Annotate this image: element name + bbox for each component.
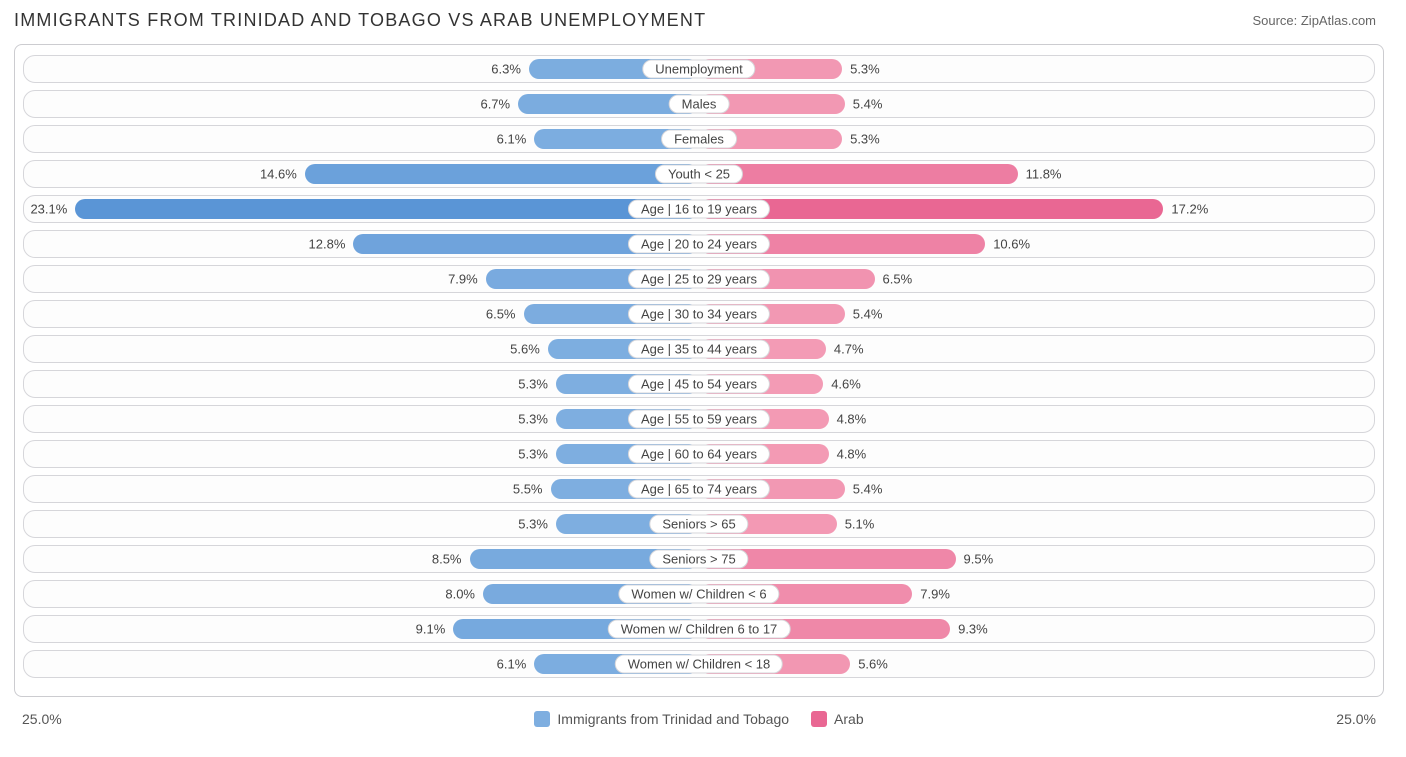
category-label: Unemployment	[642, 60, 755, 79]
chart-source: Source: ZipAtlas.com	[1252, 13, 1376, 28]
category-label: Women w/ Children 6 to 17	[608, 620, 791, 639]
chart-row: 6.7% 5.4% Males	[23, 90, 1375, 118]
axis-max-right: 25.0%	[1336, 711, 1376, 727]
category-label: Males	[669, 95, 730, 114]
legend: Immigrants from Trinidad and Tobago Arab	[534, 711, 863, 727]
chart-row: 5.3% 4.8% Age | 60 to 64 years	[23, 440, 1375, 468]
legend-swatch-left	[534, 711, 550, 727]
value-right: 5.3%	[850, 62, 880, 77]
category-label: Age | 55 to 59 years	[628, 410, 770, 429]
category-label: Age | 30 to 34 years	[628, 305, 770, 324]
legend-item-right: Arab	[811, 711, 864, 727]
value-right: 4.8%	[837, 412, 867, 427]
category-label: Age | 45 to 54 years	[628, 375, 770, 394]
value-right: 4.8%	[837, 447, 867, 462]
chart-row: 6.1% 5.3% Females	[23, 125, 1375, 153]
value-left: 5.5%	[513, 482, 543, 497]
value-left: 8.0%	[445, 587, 475, 602]
chart-row: 12.8% 10.6% Age | 20 to 24 years	[23, 230, 1375, 258]
value-right: 4.7%	[834, 342, 864, 357]
chart-footer: 25.0% Immigrants from Trinidad and Tobag…	[22, 711, 1376, 727]
chart-header: IMMIGRANTS FROM TRINIDAD AND TOBAGO VS A…	[0, 0, 1406, 37]
chart-row: 23.1% 17.2% Age | 16 to 19 years	[23, 195, 1375, 223]
value-left: 7.9%	[448, 272, 478, 287]
value-left: 6.3%	[491, 62, 521, 77]
value-right: 5.3%	[850, 132, 880, 147]
category-label: Age | 35 to 44 years	[628, 340, 770, 359]
category-label: Age | 20 to 24 years	[628, 235, 770, 254]
chart-title: IMMIGRANTS FROM TRINIDAD AND TOBAGO VS A…	[14, 10, 706, 31]
category-label: Women w/ Children < 18	[615, 655, 783, 674]
legend-label-left: Immigrants from Trinidad and Tobago	[557, 711, 789, 727]
value-left: 8.5%	[432, 552, 462, 567]
value-left: 5.3%	[518, 377, 548, 392]
bar-left	[75, 199, 699, 219]
value-left: 6.5%	[486, 307, 516, 322]
legend-label-right: Arab	[834, 711, 864, 727]
value-right: 11.8%	[1026, 167, 1062, 182]
value-left: 14.6%	[260, 167, 297, 182]
value-right: 5.4%	[853, 307, 883, 322]
value-right: 7.9%	[920, 587, 950, 602]
category-label: Age | 16 to 19 years	[628, 200, 770, 219]
chart-row: 5.3% 5.1% Seniors > 65	[23, 510, 1375, 538]
category-label: Females	[661, 130, 737, 149]
value-right: 10.6%	[993, 237, 1030, 252]
category-label: Age | 60 to 64 years	[628, 445, 770, 464]
category-label: Seniors > 65	[649, 515, 748, 534]
value-left: 6.1%	[497, 132, 527, 147]
value-left: 5.3%	[518, 517, 548, 532]
chart-row: 5.3% 4.8% Age | 55 to 59 years	[23, 405, 1375, 433]
chart-row: 8.5% 9.5% Seniors > 75	[23, 545, 1375, 573]
legend-item-left: Immigrants from Trinidad and Tobago	[534, 711, 789, 727]
chart-row: 8.0% 7.9% Women w/ Children < 6	[23, 580, 1375, 608]
chart-row: 5.3% 4.6% Age | 45 to 54 years	[23, 370, 1375, 398]
value-right: 6.5%	[883, 272, 913, 287]
category-label: Seniors > 75	[649, 550, 748, 569]
value-left: 5.3%	[518, 412, 548, 427]
bar-left	[305, 164, 699, 184]
value-right: 5.4%	[853, 482, 883, 497]
category-label: Age | 25 to 29 years	[628, 270, 770, 289]
chart-row: 7.9% 6.5% Age | 25 to 29 years	[23, 265, 1375, 293]
bar-right	[699, 164, 1018, 184]
chart-row: 5.6% 4.7% Age | 35 to 44 years	[23, 335, 1375, 363]
value-right: 4.6%	[831, 377, 861, 392]
category-label: Women w/ Children < 6	[618, 585, 779, 604]
value-left: 5.3%	[518, 447, 548, 462]
value-left: 23.1%	[30, 202, 67, 217]
axis-max-left: 25.0%	[22, 711, 62, 727]
chart-row: 14.6% 11.8% Youth < 25	[23, 160, 1375, 188]
value-right: 5.6%	[858, 657, 888, 672]
value-left: 9.1%	[416, 622, 446, 637]
legend-swatch-right	[811, 711, 827, 727]
value-left: 6.7%	[480, 97, 510, 112]
chart-row: 6.1% 5.6% Women w/ Children < 18	[23, 650, 1375, 678]
value-right: 5.1%	[845, 517, 875, 532]
value-right: 9.3%	[958, 622, 988, 637]
category-label: Youth < 25	[655, 165, 743, 184]
chart-row: 6.5% 5.4% Age | 30 to 34 years	[23, 300, 1375, 328]
chart-row: 6.3% 5.3% Unemployment	[23, 55, 1375, 83]
value-right: 17.2%	[1171, 202, 1208, 217]
value-left: 5.6%	[510, 342, 540, 357]
chart-row: 9.1% 9.3% Women w/ Children 6 to 17	[23, 615, 1375, 643]
value-left: 12.8%	[309, 237, 346, 252]
chart-area: 6.3% 5.3% Unemployment 6.7% 5.4% Males 6.1% 5.3…	[14, 44, 1384, 697]
value-left: 6.1%	[497, 657, 527, 672]
category-label: Age | 65 to 74 years	[628, 480, 770, 499]
chart-row: 5.5% 5.4% Age | 65 to 74 years	[23, 475, 1375, 503]
value-right: 9.5%	[964, 552, 994, 567]
value-right: 5.4%	[853, 97, 883, 112]
